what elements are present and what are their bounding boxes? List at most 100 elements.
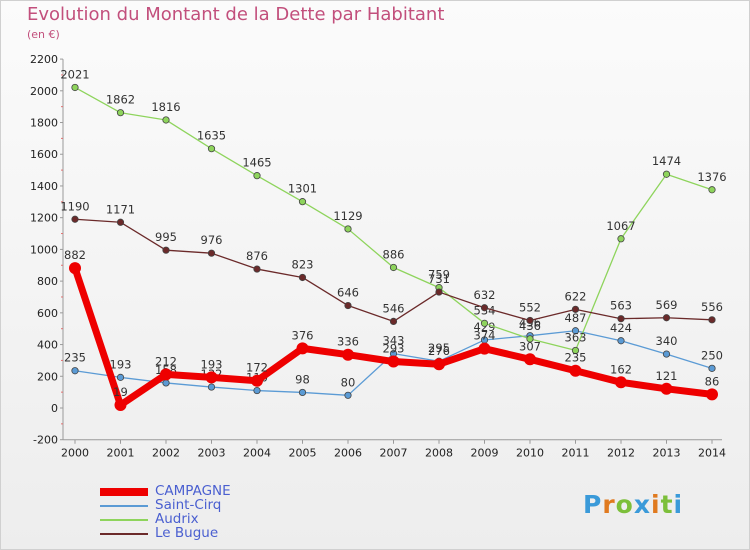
logo-letter: r: [602, 490, 616, 519]
legend-item-le-bugue: Le Bugue: [100, 526, 300, 541]
logo-letter: i: [673, 490, 684, 519]
data-point-audrix: [298, 198, 307, 206]
data-point-le-bugue: [71, 215, 79, 223]
data-label-audrix: 1301: [288, 182, 317, 196]
data-point-le-bugue: [344, 301, 352, 310]
data-point-audrix: [708, 186, 716, 194]
logo-letter: i: [651, 490, 661, 519]
y-tick-label: 2000: [30, 85, 58, 98]
data-point-le-bugue: [480, 304, 489, 312]
data-point-campagne: [569, 364, 582, 377]
data-label-campagne: 19: [113, 385, 128, 399]
data-label-audrix: 759: [428, 268, 450, 282]
data-point-audrix: [617, 235, 625, 243]
data-label-saint-cirq: 193: [110, 357, 132, 371]
data-point-campagne: [342, 348, 354, 361]
data-label-saint-cirq: 429: [474, 320, 496, 334]
data-point-saint-cirq: [116, 373, 125, 381]
data-label-le-bugue: 823: [292, 257, 314, 271]
data-label-le-bugue: 995: [155, 230, 177, 244]
data-label-le-bugue: 556: [701, 300, 723, 314]
y-tick-label: 1200: [30, 212, 58, 225]
data-label-campagne: 193: [201, 357, 223, 371]
data-point-audrix: [389, 263, 398, 272]
data-point-campagne: [433, 358, 445, 371]
data-label-saint-cirq: 295: [428, 341, 450, 355]
data-label-audrix: 1635: [197, 129, 226, 143]
data-label-le-bugue: 1190: [60, 199, 89, 213]
data-point-saint-cirq: [617, 337, 625, 345]
data-point-saint-cirq: [253, 386, 261, 395]
legend: CAMPAGNE Saint-Cirq Audrix Le Bugue: [100, 483, 300, 541]
data-label-audrix: 363: [565, 330, 587, 344]
x-tick-label: 2000: [61, 447, 89, 460]
data-point-le-bugue: [617, 315, 625, 323]
data-label-campagne: 172: [246, 361, 268, 375]
legend-swatch: [100, 505, 148, 507]
chart-subtitle: (en €): [27, 28, 60, 41]
data-point-audrix: [571, 346, 580, 355]
data-point-campagne: [160, 368, 172, 381]
data-point-audrix: [480, 319, 489, 327]
data-point-saint-cirq: [71, 367, 79, 375]
logo-letter: P: [583, 490, 603, 519]
data-label-audrix: 1129: [333, 209, 362, 223]
data-point-audrix: [71, 83, 79, 92]
data-label-le-bugue: 552: [519, 300, 541, 314]
data-label-audrix: 2021: [60, 67, 89, 81]
data-point-audrix: [344, 225, 352, 233]
data-point-le-bugue: [207, 249, 216, 257]
data-label-campagne: 121: [656, 369, 678, 383]
data-point-saint-cirq: [344, 391, 352, 399]
y-tick-label: 200: [37, 370, 58, 383]
data-label-campagne: 162: [610, 362, 632, 376]
data-point-campagne: [69, 262, 81, 275]
legend-item-saint-cirq: Saint-Cirq: [100, 498, 300, 513]
data-point-campagne: [478, 342, 491, 355]
data-label-audrix: 1465: [242, 156, 271, 170]
data-point-campagne: [205, 371, 218, 384]
x-tick-label: 2011: [562, 447, 590, 460]
y-tick-label: -200: [33, 434, 58, 447]
data-point-saint-cirq: [207, 383, 216, 391]
data-point-le-bugue: [708, 316, 716, 324]
data-label-le-bugue: 646: [337, 286, 359, 300]
data-point-campagne: [706, 388, 718, 401]
data-label-campagne: 374: [474, 329, 496, 343]
data-label-audrix: 1474: [652, 154, 681, 168]
data-label-saint-cirq: 340: [656, 334, 678, 348]
data-point-audrix: [526, 335, 534, 343]
data-label-le-bugue: 976: [201, 233, 223, 247]
y-tick-label: 2200: [30, 53, 58, 66]
data-point-le-bugue: [162, 246, 170, 254]
legend-swatch: [100, 519, 148, 521]
data-point-campagne: [296, 342, 309, 355]
data-label-le-bugue: 876: [246, 249, 268, 263]
legend-label: CAMPAGNE: [155, 483, 231, 499]
legend-item-audrix: Audrix: [100, 511, 300, 527]
data-label-saint-cirq: 235: [64, 351, 86, 365]
y-tick-label: 1800: [30, 117, 58, 130]
data-point-campagne: [387, 355, 400, 368]
legend-swatch: [100, 533, 148, 535]
data-label-campagne: 235: [565, 351, 587, 365]
y-tick-label: 1600: [30, 148, 58, 161]
x-tick-label: 2009: [471, 447, 499, 460]
data-label-campagne: 376: [292, 328, 314, 342]
data-point-le-bugue: [298, 273, 307, 282]
data-label-le-bugue: 563: [610, 299, 632, 313]
y-tick-label: 0: [51, 402, 58, 415]
x-tick-label: 2004: [243, 447, 271, 460]
x-tick-label: 2012: [607, 447, 635, 460]
data-point-le-bugue: [389, 317, 398, 326]
logo-letter: x: [633, 490, 651, 519]
data-label-saint-cirq: 424: [610, 321, 632, 335]
data-label-saint-cirq: 343: [383, 334, 405, 348]
legend-label: Audrix: [155, 511, 199, 527]
data-label-campagne: 307: [519, 339, 541, 353]
y-tick-label: 600: [37, 307, 58, 320]
data-point-saint-cirq: [571, 327, 580, 335]
x-tick-label: 2003: [198, 447, 226, 460]
data-point-campagne: [251, 374, 263, 387]
